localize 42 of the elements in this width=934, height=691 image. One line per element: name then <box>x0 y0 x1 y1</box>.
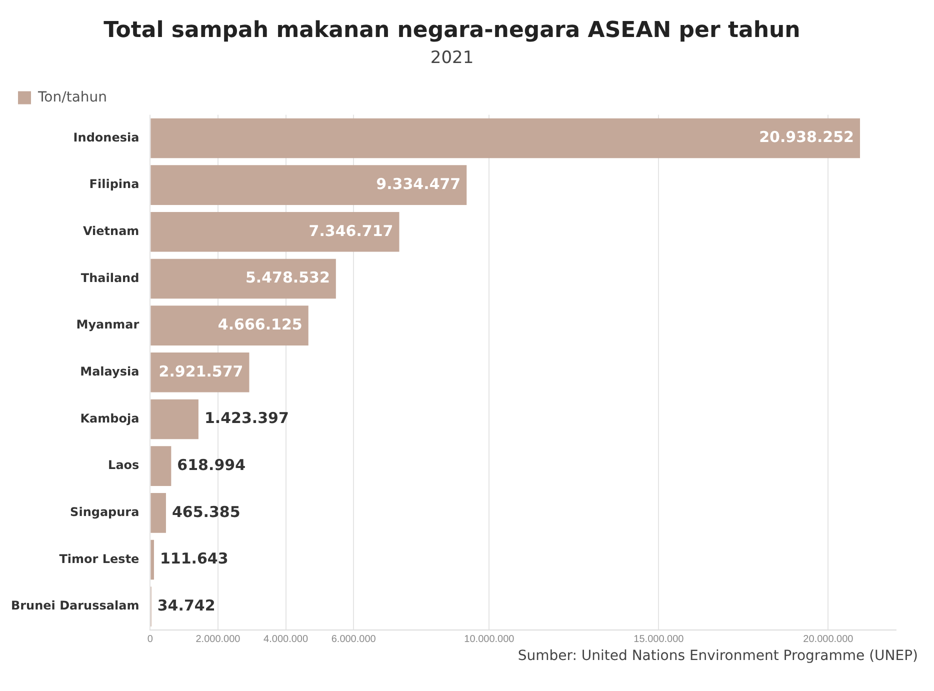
data-label: 34.742 <box>157 596 216 614</box>
data-label: 7.346.717 <box>308 222 394 240</box>
bar <box>150 118 860 158</box>
chart-subtitle: 2021 <box>430 48 474 68</box>
x-tick-label: 20.000.000 <box>803 634 854 645</box>
x-tick-label: 6.000.000 <box>331 634 376 645</box>
y-tick-label: Thailand <box>80 270 140 285</box>
bar <box>150 493 166 533</box>
x-tick-label: 15.000.000 <box>634 634 684 645</box>
data-label: 9.334.477 <box>376 174 461 193</box>
y-tick-label: Brunei Darussalam <box>10 598 140 613</box>
chart-title: Total sampah makanan negara-negara ASEAN per tahun <box>104 18 800 43</box>
bar <box>150 399 198 440</box>
x-tick-label: 10.000.000 <box>464 634 515 645</box>
bar <box>150 540 154 580</box>
x-tick-label: 0 <box>147 634 154 645</box>
y-tick-label: Laos <box>108 458 140 472</box>
y-tick-label: Timor Leste <box>59 552 140 566</box>
y-tick-label: Kamboja <box>80 411 140 426</box>
y-tick-label: Filipina <box>89 177 140 192</box>
y-tick-label: Malaysia <box>80 364 140 379</box>
bar <box>150 446 172 486</box>
data-label: 5.478.532 <box>245 268 330 287</box>
bar <box>150 212 400 252</box>
bar <box>150 306 308 346</box>
data-label: 4.666.125 <box>218 315 302 334</box>
data-label: 1.423.397 <box>204 409 289 428</box>
y-tick-label: Indonesia <box>73 130 140 144</box>
bar <box>150 258 336 299</box>
data-label: 618.994 <box>177 456 246 474</box>
y-tick-label: Singapura <box>70 505 140 520</box>
y-tick-label: Vietnam <box>82 224 140 238</box>
data-label: 20.938.252 <box>759 128 854 146</box>
y-tick-label: Myanmar <box>76 318 140 332</box>
bar <box>150 165 467 205</box>
data-label: 2.921.577 <box>158 362 244 380</box>
legend-label: Ton/tahun <box>37 89 108 106</box>
data-label: 111.643 <box>160 550 228 568</box>
text: Sumber: United Nations Environment Programme (UNEP) <box>516 648 919 664</box>
data-label: 465.385 <box>172 502 240 521</box>
x-tick-label: 2.000.000 <box>196 634 241 645</box>
x-tick-label: 4.000.000 <box>264 634 308 645</box>
